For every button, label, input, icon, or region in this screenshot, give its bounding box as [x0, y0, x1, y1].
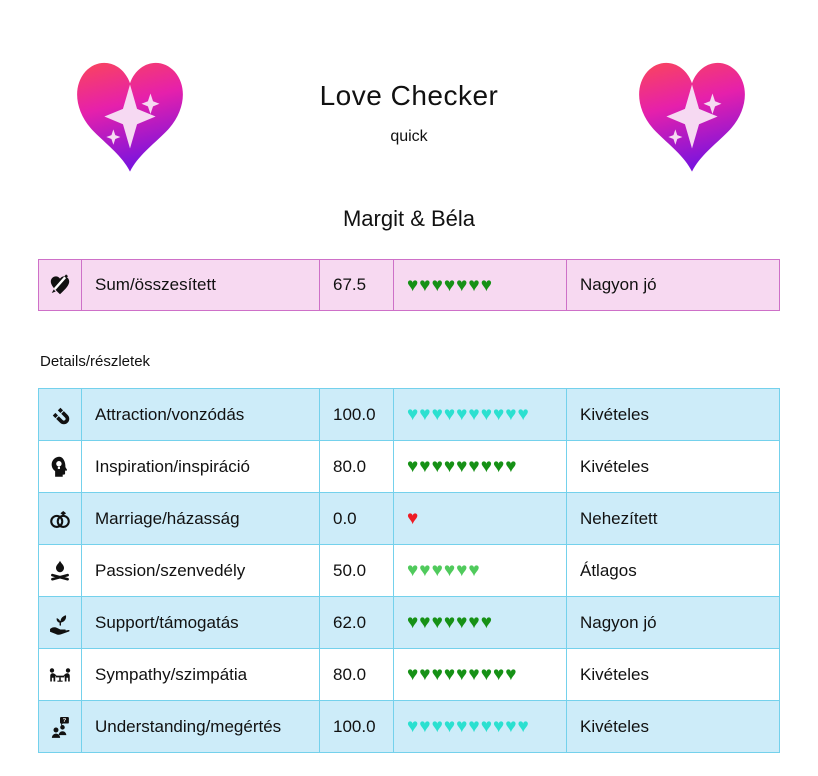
- row-hearts: ♥♥♥♥♥♥♥♥♥♥: [393, 701, 566, 752]
- summary-verdict: Nagyon jó: [566, 260, 779, 310]
- row-verdict: Átlagos: [566, 545, 779, 596]
- app-title: Love Checker: [319, 80, 499, 111]
- row-label: Passion/szenvedély: [81, 545, 319, 596]
- row-label: Support/támogatás: [81, 597, 319, 648]
- sparkling-heart-icon: [77, 62, 183, 172]
- summary-label: Sum/összesített: [81, 260, 319, 310]
- row-hearts: ♥♥♥♥♥♥♥: [393, 597, 566, 648]
- details-heading: Details/részletek: [40, 353, 151, 370]
- sparkling-heart-icon: [639, 62, 745, 172]
- table-row: Attraction/vonzódás 100.0 ♥♥♥♥♥♥♥♥♥♥ Kiv…: [39, 389, 779, 440]
- row-verdict: Kivételes: [566, 649, 779, 700]
- meeting-table-icon: [39, 649, 81, 700]
- summary-row: Sum/összesített 67.5 ♥♥♥♥♥♥♥ Nagyon jó: [38, 259, 780, 311]
- row-label: Sympathy/szimpátia: [81, 649, 319, 700]
- row-verdict: Nagyon jó: [566, 597, 779, 648]
- svg-text:?: ?: [63, 718, 67, 724]
- summary-hearts: ♥♥♥♥♥♥♥: [393, 260, 566, 310]
- magnet-icon: [39, 389, 81, 440]
- row-verdict: Kivételes: [566, 441, 779, 492]
- table-row: Sympathy/szimpátia 80.0 ♥♥♥♥♥♥♥♥♥ Kivéte…: [39, 648, 779, 700]
- row-hearts: ♥♥♥♥♥♥♥♥♥♥: [393, 389, 566, 440]
- row-score: 80.0: [319, 441, 393, 492]
- row-score: 0.0: [319, 493, 393, 544]
- wedding-rings-icon: [39, 493, 81, 544]
- row-label: Inspiration/inspiráció: [81, 441, 319, 492]
- summary-score: 67.5: [319, 260, 393, 310]
- heart-pencil-icon: [39, 260, 81, 310]
- table-row: ? Understanding/megértés 100.0 ♥♥♥♥♥♥♥♥♥…: [39, 700, 779, 752]
- table-row: Passion/szenvedély 50.0 ♥♥♥♥♥♥ Átlagos: [39, 544, 779, 596]
- details-table: Attraction/vonzódás 100.0 ♥♥♥♥♥♥♥♥♥♥ Kiv…: [38, 388, 780, 753]
- row-label: Attraction/vonzódás: [81, 389, 319, 440]
- row-score: 62.0: [319, 597, 393, 648]
- head-lightbulb-icon: [39, 441, 81, 492]
- row-hearts: ♥: [393, 493, 566, 544]
- header: Love Checker quick: [0, 0, 818, 178]
- table-row: Marriage/házasság 0.0 ♥ Nehezített: [39, 492, 779, 544]
- row-verdict: Nehezített: [566, 493, 779, 544]
- row-score: 100.0: [319, 389, 393, 440]
- row-label: Understanding/megértés: [81, 701, 319, 752]
- row-verdict: Kivételes: [566, 389, 779, 440]
- campfire-icon: [39, 545, 81, 596]
- row-verdict: Kivételes: [566, 701, 779, 752]
- app-subtitle: quick: [390, 128, 428, 145]
- row-hearts: ♥♥♥♥♥♥: [393, 545, 566, 596]
- row-score: 80.0: [319, 649, 393, 700]
- table-row: Inspiration/inspiráció 80.0 ♥♥♥♥♥♥♥♥♥ Ki…: [39, 440, 779, 492]
- row-score: 100.0: [319, 701, 393, 752]
- hand-plant-icon: [39, 597, 81, 648]
- row-hearts: ♥♥♥♥♥♥♥♥♥: [393, 649, 566, 700]
- table-row: Support/támogatás 62.0 ♥♥♥♥♥♥♥ Nagyon jó: [39, 596, 779, 648]
- couple-names: Margit & Béla: [342, 206, 476, 231]
- row-label: Marriage/házasság: [81, 493, 319, 544]
- people-question-icon: ?: [39, 701, 81, 752]
- row-score: 50.0: [319, 545, 393, 596]
- row-hearts: ♥♥♥♥♥♥♥♥♥: [393, 441, 566, 492]
